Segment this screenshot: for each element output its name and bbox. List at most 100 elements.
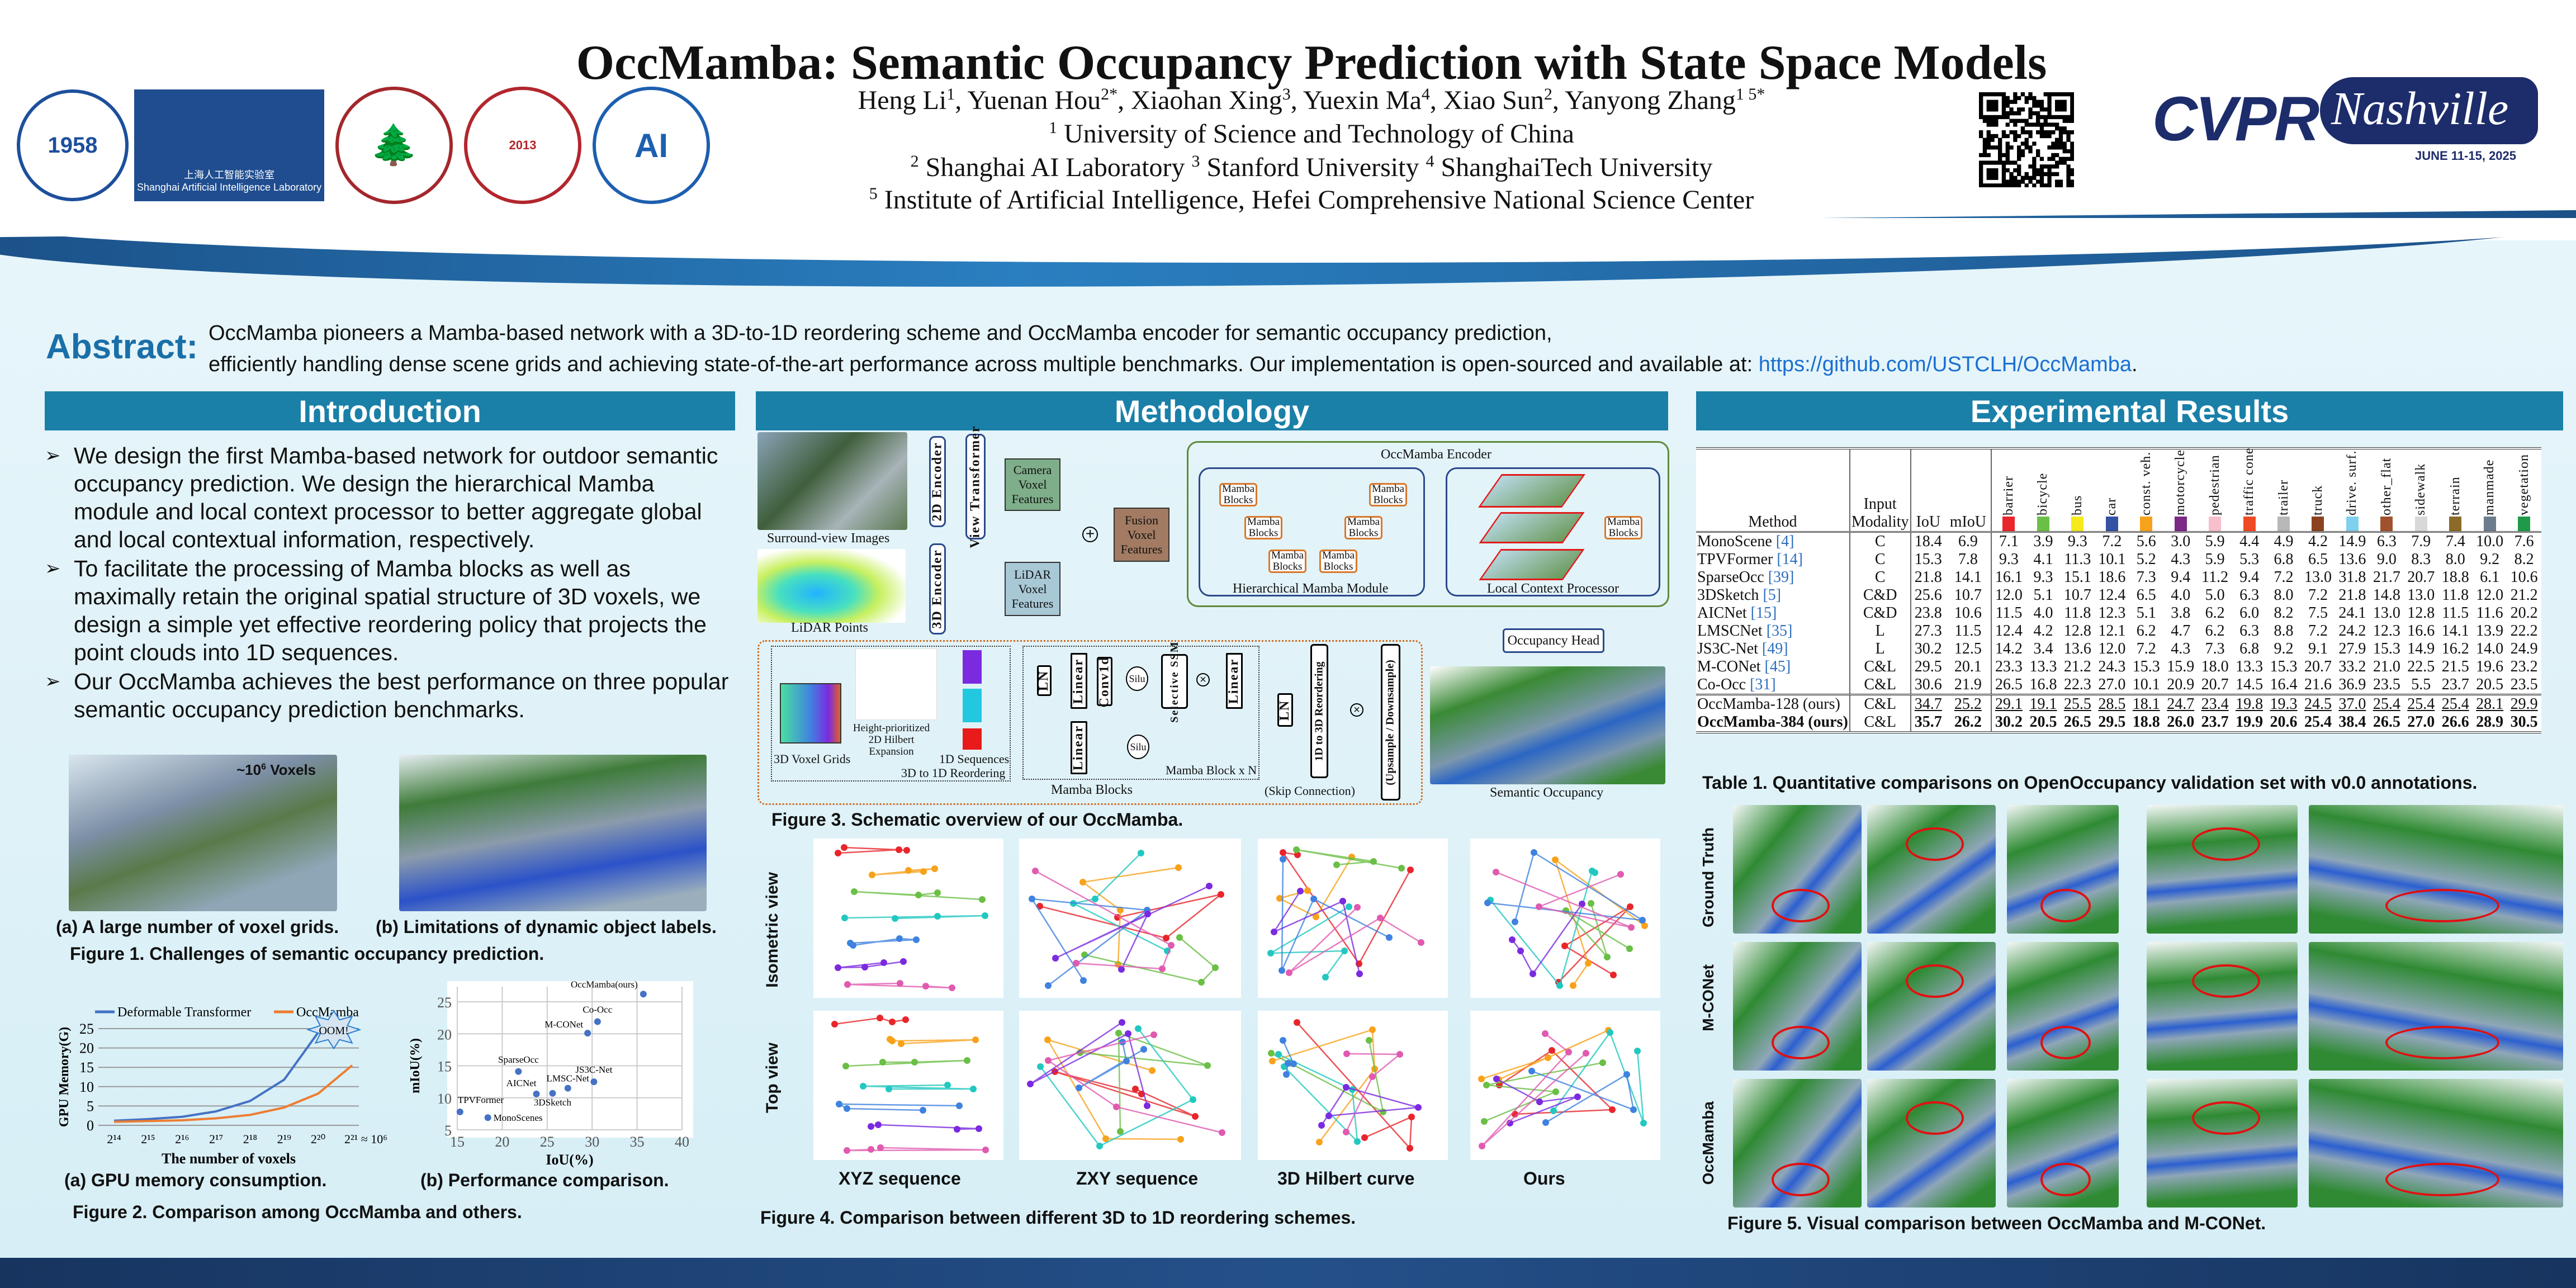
qr-module (2047, 111, 2052, 116)
col-class: drive. surf. (2335, 449, 2369, 532)
qr-module (2028, 96, 2033, 101)
qr-module (1998, 160, 2002, 165)
qr-module (2017, 96, 2021, 101)
github-link[interactable]: https://github.com/USTCLH/OccMamba (1758, 353, 2132, 376)
occupancy-result-image (2007, 942, 2119, 1071)
mamba-block-n-label: Mamba Block x N (1166, 763, 1257, 777)
qr-module (1994, 183, 1999, 187)
point-label: Co-Occ (583, 1004, 612, 1015)
point-label: AICNet (506, 1078, 537, 1088)
qr-module (2013, 183, 2018, 187)
qr-module (2020, 179, 2025, 184)
qr-module (1986, 92, 1991, 97)
qr-module (2001, 92, 2006, 97)
qr-module (2047, 100, 2052, 104)
qr-module (1986, 168, 1991, 173)
qr-module (2013, 134, 2018, 139)
sequence-path (839, 1103, 960, 1111)
stanford-logo: 🌲 (335, 87, 453, 204)
voxel-annotation: ~106 Voxels (236, 761, 316, 778)
qr-module (2047, 103, 2052, 108)
qr-module (2028, 111, 2033, 116)
sequence-path (1271, 1040, 1384, 1114)
mamba-blocks: Mamba Blocks (1268, 550, 1306, 573)
qr-module (2020, 153, 2025, 158)
qr-module (2001, 164, 2006, 169)
sequence-path (1046, 1034, 1223, 1134)
qr-module (2013, 160, 2018, 165)
col-class: car (2095, 449, 2129, 532)
qr-module (2047, 107, 2052, 112)
qr-module (2036, 111, 2040, 116)
aff-sup: 3 (1191, 152, 1200, 171)
row-label-isometric: Isometric view (763, 872, 782, 988)
qr-module (2020, 130, 2025, 135)
multiply-icon: × (1350, 703, 1363, 717)
qr-module (1986, 176, 1991, 180)
qr-module (2009, 160, 2014, 165)
qr-module (2070, 115, 2074, 120)
y-tick-label: 15 (79, 1059, 94, 1076)
qr-module (2066, 149, 2071, 154)
results-table-wrap: Method Input Modality IoU mIoU barrier bicycle… (1696, 447, 2541, 733)
sequence-path (870, 1124, 979, 1130)
aff-text: Institute of Artificial Intelligence, He… (877, 185, 1754, 215)
qr-module (1986, 103, 1991, 108)
col-label-xyz: XYZ sequence (839, 1168, 961, 1188)
qr-module (1986, 130, 1991, 135)
qr-module (2070, 172, 2074, 177)
table-row-ours: OccMamba-128 (ours) C&L 34.7 25.2 29.1 19.1 25… (1697, 694, 2538, 713)
2d-encoder-block: 2D Encoder (929, 436, 946, 527)
qr-module (2032, 172, 2037, 177)
col-modality: Input Modality (1849, 449, 1911, 532)
qr-module (2028, 149, 2033, 154)
qr-module (2024, 138, 2029, 142)
reorder-label: 3D to 1D Reordering (901, 766, 1006, 780)
semantic-occupancy-image (1430, 666, 1665, 784)
qr-module (2039, 122, 2044, 127)
qr-module (2024, 141, 2029, 146)
fusion-voxel-features: Fusion Voxel Features (1114, 508, 1169, 562)
reordering-comparison-figure (813, 839, 1660, 1160)
1d-to-3d-reordering-block: 1D to 3D Reordering (1310, 644, 1328, 778)
fig2a-caption: (a) GPU memory consumption. (64, 1170, 327, 1190)
qr-module (2001, 168, 2006, 173)
scatter-point (484, 1114, 491, 1121)
qr-module (2066, 115, 2071, 120)
qr-module (2058, 183, 2063, 187)
layer-norm-block: LN (1037, 665, 1052, 696)
qr-module (2001, 183, 2006, 187)
qr-module (1986, 138, 1991, 142)
mamba-blocks-label: Mamba Blocks (1051, 783, 1133, 797)
qr-module (2005, 111, 2010, 116)
qr-module (1994, 122, 1999, 127)
lidar-points-image (757, 549, 906, 623)
qr-module (2001, 111, 2006, 116)
fusion-add-icon: + (1082, 526, 1098, 542)
qr-module (2043, 119, 2048, 123)
x-tick-label: 25 (540, 1134, 555, 1150)
qr-module (1982, 145, 1987, 150)
qr-module (2036, 172, 2040, 177)
x-tick-label: 15 (450, 1134, 465, 1150)
qr-module (2001, 96, 2006, 101)
qr-module (2009, 130, 2014, 135)
qr-module (2047, 130, 2052, 135)
col-class: vegetation (2507, 449, 2541, 532)
silu-block: Silu (1127, 735, 1149, 759)
qr-module (2070, 107, 2074, 112)
qr-module (2070, 168, 2074, 173)
qr-code[interactable] (1979, 74, 2074, 206)
fig5-row-label: M-CONet (1699, 964, 1717, 1031)
multiply-icon: × (1196, 673, 1210, 686)
qr-module (2047, 157, 2052, 161)
qr-module (2039, 134, 2044, 139)
qr-module (1998, 183, 2002, 187)
table-row: LMSCNet [35] L 27.3 11.5 12.4 4.2 12.8 12.1 6.2 4… (1697, 622, 2538, 640)
highlight-ellipse (1906, 964, 1964, 998)
col-class: bus (2061, 449, 2095, 532)
qr-module (2047, 92, 2052, 97)
highlight-ellipse (2385, 889, 2500, 922)
qr-module (1979, 179, 1983, 184)
series-line-1 (113, 1064, 353, 1123)
